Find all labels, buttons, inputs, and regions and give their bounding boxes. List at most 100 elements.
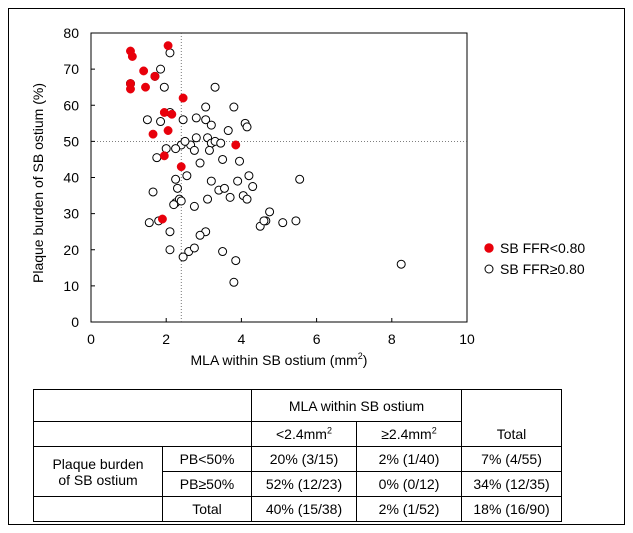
data-point-ffr-ge-0-80 xyxy=(242,122,252,132)
data-point-ffr-lt-0-80 xyxy=(167,109,177,119)
data-point-ffr-ge-0-80 xyxy=(195,230,205,240)
table-corner xyxy=(33,389,163,422)
cell-ge: 2% (1/52) xyxy=(355,496,463,522)
data-point-ffr-lt-0-80 xyxy=(159,108,169,117)
x-tick-label: 2 xyxy=(162,331,170,347)
data-point-ffr-lt-0-80 xyxy=(178,93,188,103)
cell-total: 18% (16/90) xyxy=(461,496,563,522)
data-point-ffr-ge-0-80 xyxy=(148,187,158,197)
data-point-ffr-ge-0-80 xyxy=(171,144,181,154)
table-row: PB≥50% 52% (12/23) 0% (0/12) 34% (12/35) xyxy=(34,471,563,497)
row-blank xyxy=(33,496,163,522)
data-point-ffr-lt-0-80 xyxy=(176,162,186,172)
data-point-ffr-ge-0-80 xyxy=(142,115,152,125)
data-point-ffr-ge-0-80 xyxy=(189,201,199,211)
stats-table: MLA within SB ostium <2.4mm2 ≥2.4mm2 Tot… xyxy=(33,389,563,522)
data-point-ffr-lt-0-80 xyxy=(148,129,158,139)
x-tick-label: 0 xyxy=(87,331,95,347)
row-label: PB≥50% xyxy=(162,471,252,497)
legend-label-ffr-ge-0-80: SB FFR≥0.80 xyxy=(500,261,585,277)
y-tick-label: 20 xyxy=(63,242,79,258)
data-point-ffr-lt-0-80 xyxy=(150,71,160,81)
y-tick-label: 70 xyxy=(63,61,79,77)
legend: SB FFR<0.80 SB FFR≥0.80 xyxy=(484,240,585,277)
data-point-ffr-ge-0-80 xyxy=(396,259,406,269)
data-point-ffr-ge-0-80 xyxy=(152,153,162,163)
data-point-ffr-ge-0-80 xyxy=(206,120,216,130)
data-point-ffr-ge-0-80 xyxy=(201,102,211,112)
cell-ge: 2% (1/40) xyxy=(355,446,463,472)
row-label: PB<50% xyxy=(162,446,252,472)
data-point-ffr-ge-0-80 xyxy=(291,216,301,226)
data-point-ffr-lt-0-80 xyxy=(141,82,150,92)
cell-lt: 20% (3/15) xyxy=(251,446,357,472)
data-point-ffr-ge-0-80 xyxy=(169,200,179,210)
legend-label-ffr-lt-0-80: SB FFR<0.80 xyxy=(500,240,585,256)
header-mla-group: MLA within SB ostium xyxy=(250,389,463,422)
cell-total: 7% (4/55) xyxy=(461,446,563,472)
cell-total: 34% (12/35) xyxy=(461,471,563,497)
data-point-ffr-ge-0-80 xyxy=(206,176,216,186)
legend-marker-ffr-lt-0-80 xyxy=(484,243,494,253)
table-corner-2 xyxy=(162,389,252,422)
data-point-ffr-ge-0-80 xyxy=(178,115,188,125)
data-point-ffr-ge-0-80 xyxy=(248,182,258,192)
data-point-ffr-ge-0-80 xyxy=(165,48,175,58)
data-point-ffr-ge-0-80 xyxy=(235,156,245,166)
data-point-ffr-ge-0-80 xyxy=(176,196,186,206)
y-tick-label: 40 xyxy=(63,170,79,186)
data-point-ffr-ge-0-80 xyxy=(233,176,243,186)
table-corner-4 xyxy=(162,421,252,447)
data-point-ffr-lt-0-80 xyxy=(163,126,173,135)
data-point-ffr-ge-0-80 xyxy=(244,171,254,181)
data-point-ffr-ge-0-80 xyxy=(159,82,169,92)
x-axis-label-text: MLA within SB ostium (mm2) xyxy=(191,351,368,368)
cell-ge: 0% (0/12) xyxy=(355,471,463,497)
y-tick-label: 50 xyxy=(63,133,79,149)
data-point-ffr-ge-0-80 xyxy=(242,194,252,204)
legend-marker-ffr-ge-0-80 xyxy=(484,264,494,274)
data-point-ffr-ge-0-80 xyxy=(203,194,213,204)
data-point-ffr-ge-0-80 xyxy=(229,102,239,112)
data-point-ffr-ge-0-80 xyxy=(171,174,181,184)
data-point-ffr-lt-0-80 xyxy=(126,84,135,94)
data-point-ffr-lt-0-80 xyxy=(163,41,173,51)
data-point-ffr-ge-0-80 xyxy=(219,183,229,193)
cell-lt: 40% (15/38) xyxy=(251,496,357,522)
data-point-ffr-ge-0-80 xyxy=(165,245,175,255)
data-point-ffr-ge-0-80 xyxy=(278,218,288,228)
x-tick-label: 6 xyxy=(313,331,321,347)
data-point-ffr-ge-0-80 xyxy=(178,252,188,262)
table-header-row-2: <2.4mm2 ≥2.4mm2 Total xyxy=(33,421,563,447)
data-point-ffr-ge-0-80 xyxy=(265,207,275,217)
y-tick-label: 80 xyxy=(63,25,79,41)
header-total-top xyxy=(461,389,563,422)
x-tick-label: 10 xyxy=(459,331,475,347)
data-point-ffr-ge-0-80 xyxy=(204,145,214,155)
data-point-ffr-ge-0-80 xyxy=(156,117,166,127)
data-point-ffr-ge-0-80 xyxy=(182,171,192,181)
y-tick-label: 10 xyxy=(63,278,79,294)
data-point-ffr-ge-0-80 xyxy=(195,158,205,168)
data-point-ffr-ge-0-80 xyxy=(218,247,228,257)
x-axis-label: MLA within SB ostium (mm2) xyxy=(191,351,368,368)
data-point-ffr-ge-0-80 xyxy=(191,113,201,123)
y-tick-label: 0 xyxy=(71,314,79,330)
data-point-ffr-ge-0-80 xyxy=(218,154,228,164)
data-point-ffr-ge-0-80 xyxy=(201,115,211,125)
table-row: Plaque burden of SB ostium PB<50% 20% (3/… xyxy=(33,446,563,497)
data-point-ffr-ge-0-80 xyxy=(231,256,241,266)
header-lt-2-4: <2.4mm2 xyxy=(251,421,357,447)
header-total: Total xyxy=(461,421,563,447)
x-tick-label: 4 xyxy=(238,331,246,347)
plot-frame xyxy=(90,32,468,323)
y-axis-label: Plaque burden of SB ostium (%) xyxy=(30,83,46,283)
plot-area: 0 10 20 30 40 50 60 70 80 0 2 4 6 8 10 xyxy=(63,25,475,347)
data-point-ffr-ge-0-80 xyxy=(225,192,235,202)
cell-lt: 52% (12/23) xyxy=(251,471,357,497)
data-point-ffr-ge-0-80 xyxy=(165,227,175,237)
data-point-ffr-ge-0-80 xyxy=(156,64,166,74)
data-point-ffr-lt-0-80 xyxy=(139,66,149,76)
y-tick-label: 30 xyxy=(63,206,79,222)
data-point-ffr-ge-0-80 xyxy=(161,144,171,154)
